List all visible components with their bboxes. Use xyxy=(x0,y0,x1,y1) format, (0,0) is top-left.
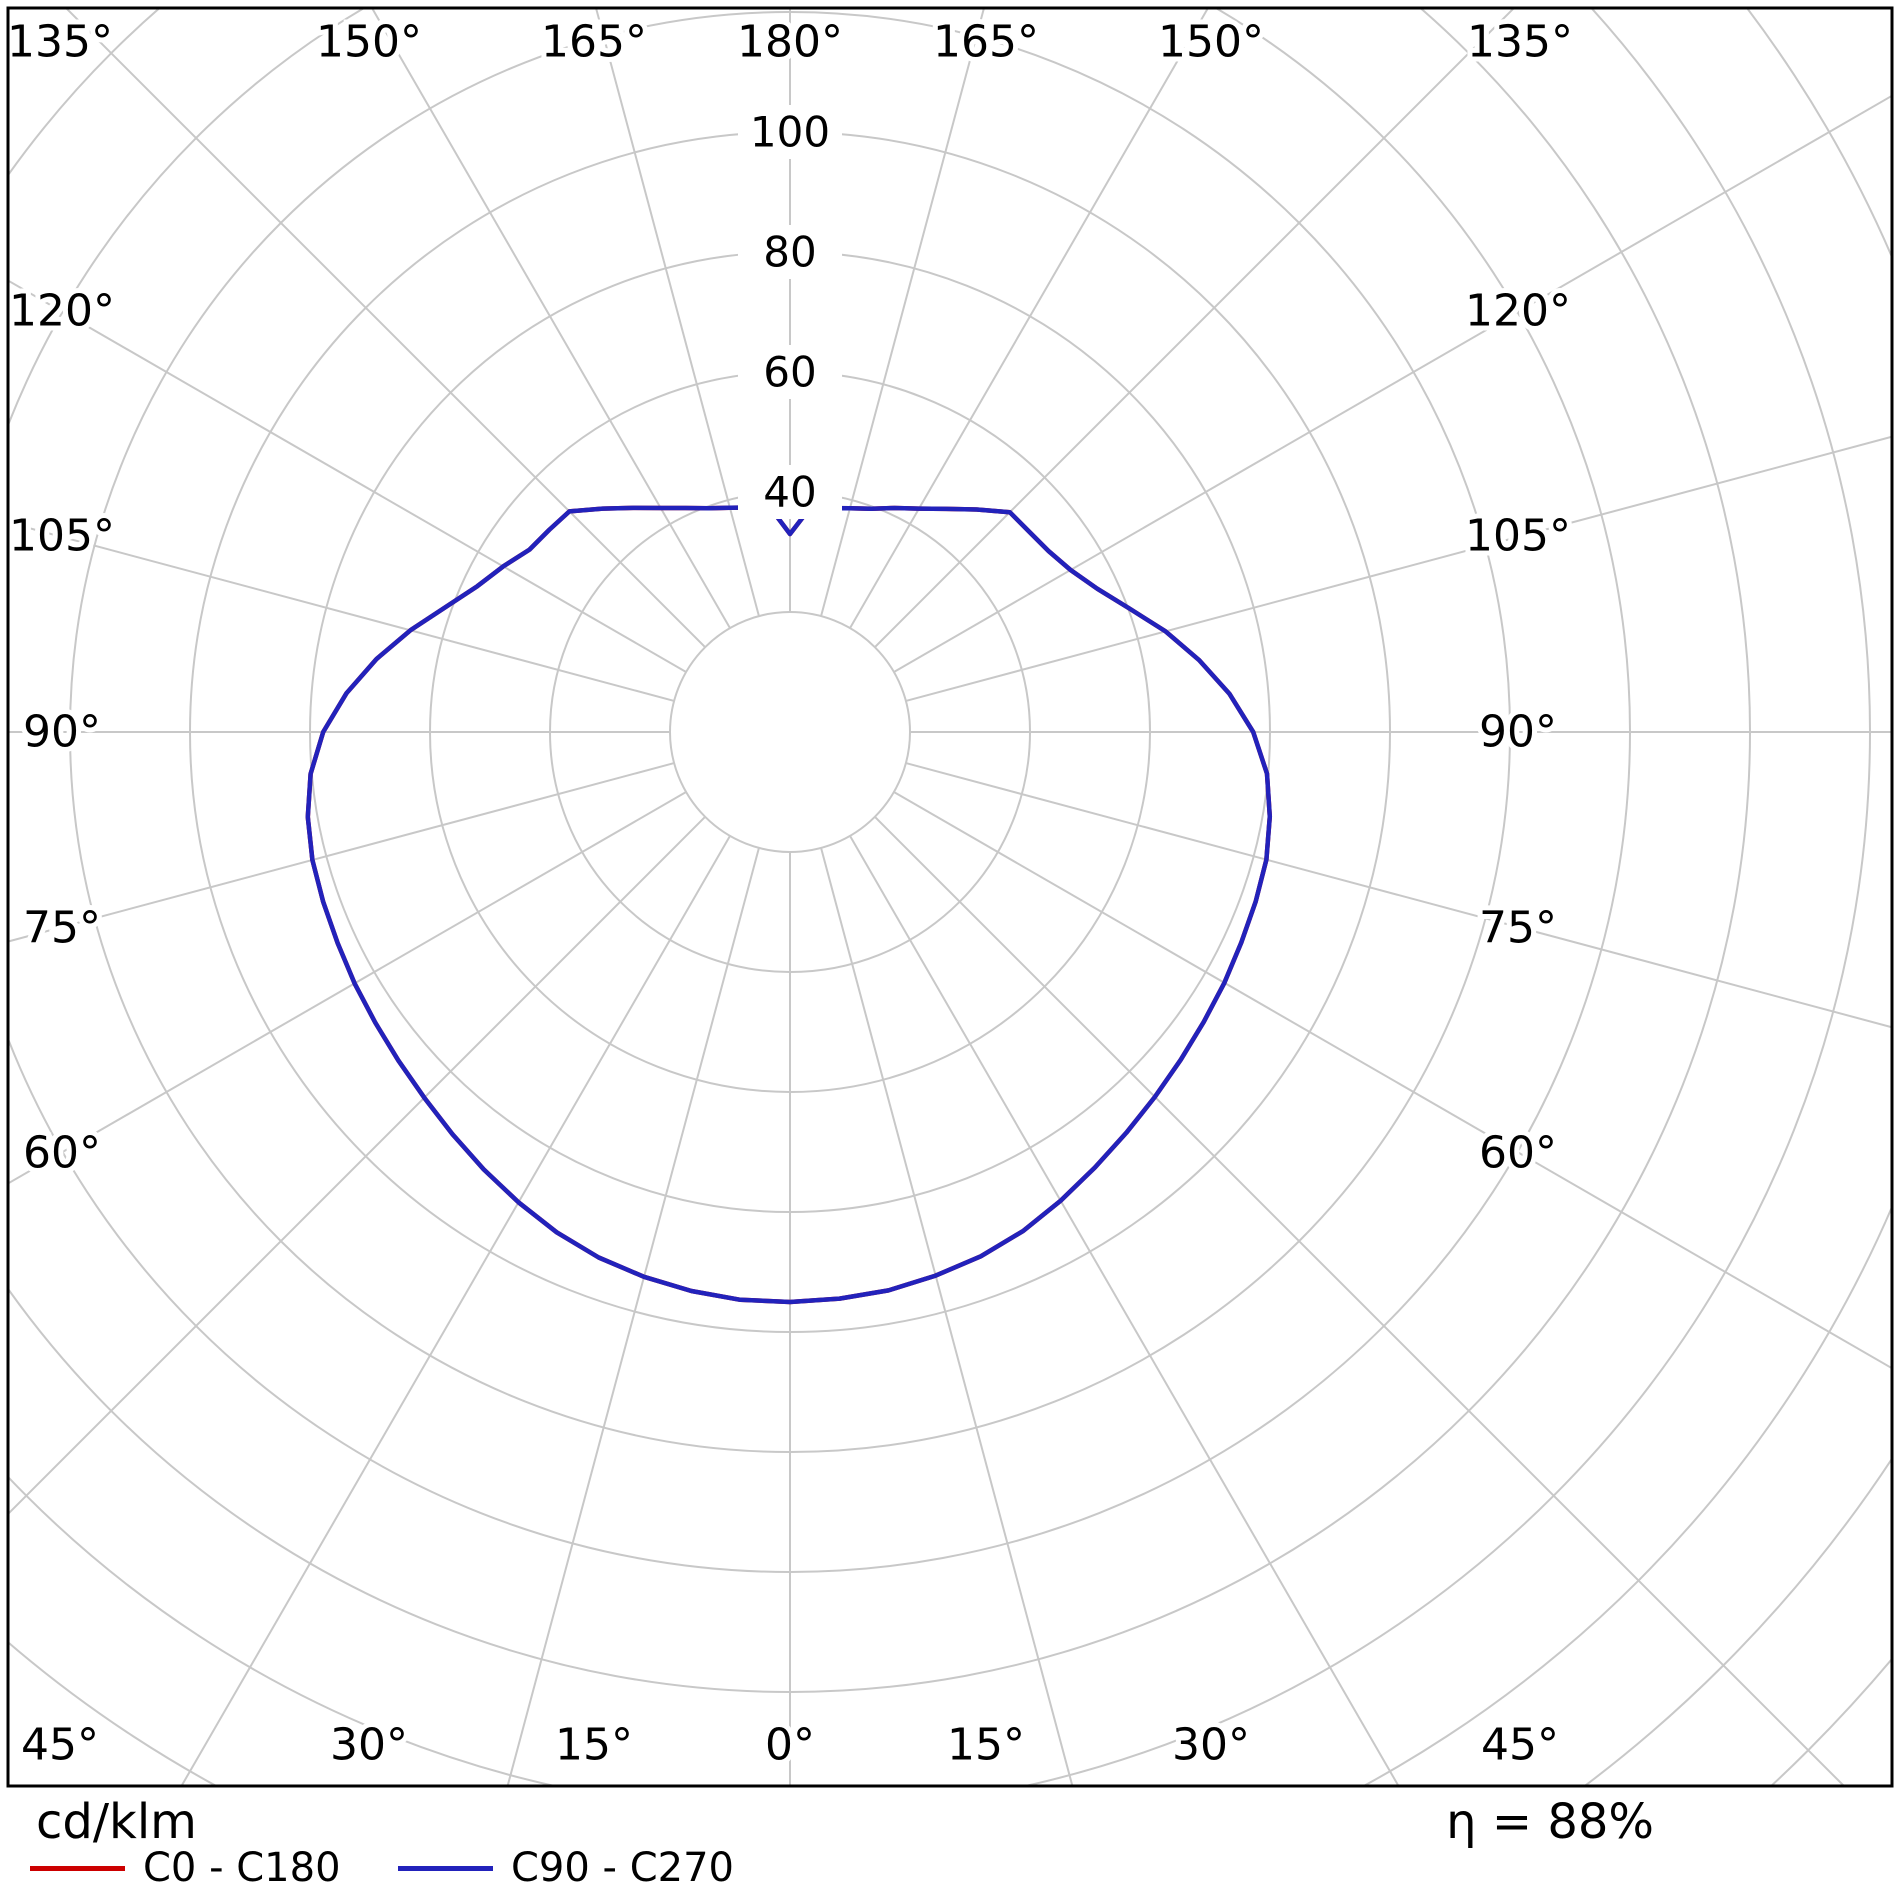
legend-item-c90-c270: C90 - C270 xyxy=(398,1845,734,1891)
radial-tick-label: 60 xyxy=(763,348,816,397)
grid-spoke xyxy=(820,847,1074,1786)
grid-spoke xyxy=(849,8,1210,629)
angle-label: 135° xyxy=(1467,17,1573,68)
plot-border xyxy=(6,6,1894,1788)
grid-spoke xyxy=(905,435,1892,702)
angle-label: 75° xyxy=(23,903,101,954)
grid-spoke xyxy=(820,8,986,617)
angle-labels: 135° 150° 165° 180° 165° 150° 135° 120° 105° 90° 7… xyxy=(2,12,1578,1776)
legend-line-blue xyxy=(398,1865,493,1871)
angle-label: 165° xyxy=(933,17,1039,68)
angle-label: 150° xyxy=(1158,17,1264,68)
radial-tick-label: 80 xyxy=(763,228,816,277)
angle-label: 165° xyxy=(541,17,647,68)
angle-label: 60° xyxy=(23,1128,101,1179)
angle-label: 15° xyxy=(555,1720,633,1771)
angle-label: 15° xyxy=(947,1720,1025,1771)
grid-spoke xyxy=(893,94,1892,673)
angle-label: 30° xyxy=(1172,1720,1250,1771)
radial-tick-backing xyxy=(738,465,842,519)
radial-tick-labels: 40 60 80 100 xyxy=(738,105,842,519)
angle-label: 90° xyxy=(23,707,101,758)
plot-background xyxy=(8,8,1892,1786)
angle-label: 45° xyxy=(1481,1720,1559,1771)
legend-item-c0-c180: C0 - C180 xyxy=(30,1845,341,1891)
angle-label: 135° xyxy=(7,17,113,68)
efficiency-label: η = 88% xyxy=(1446,1794,1654,1850)
grid-spoke xyxy=(594,8,760,617)
units-label: cd/klm xyxy=(36,1794,197,1850)
grid-spoke xyxy=(8,279,687,673)
angle-label: 0° xyxy=(765,1720,815,1771)
angle-label: 105° xyxy=(1465,511,1571,562)
grid-spoke xyxy=(8,791,687,1185)
grid-spoke xyxy=(8,521,675,702)
radial-tick-label: 40 xyxy=(763,468,816,517)
curve-c90-c270 xyxy=(305,505,1273,1305)
angle-label: 180° xyxy=(737,17,843,68)
grid-spoke xyxy=(874,816,1846,1786)
radial-tick-backing xyxy=(738,105,842,159)
angle-label: 75° xyxy=(1479,903,1557,954)
angle-label: 90° xyxy=(1479,707,1557,758)
grid-spoke xyxy=(64,8,706,648)
angle-label: 120° xyxy=(1465,286,1571,337)
grid-spoke xyxy=(370,8,731,629)
grid-spoke xyxy=(849,835,1400,1786)
angle-label: 30° xyxy=(330,1720,408,1771)
legend-line-red xyxy=(30,1865,125,1871)
grid-spoke xyxy=(905,762,1892,1029)
grid-spoke xyxy=(8,762,675,943)
grid-spoke xyxy=(874,8,1516,648)
angle-label: 150° xyxy=(316,17,422,68)
angle-label: 45° xyxy=(21,1720,99,1771)
grid-spoke xyxy=(506,847,760,1786)
angle-label: 60° xyxy=(1479,1128,1557,1179)
radial-tick-backing xyxy=(738,345,842,399)
grid-spoke xyxy=(180,835,731,1786)
grid-spoke xyxy=(893,791,1892,1370)
legend-label-c0-c180: C0 - C180 xyxy=(143,1845,341,1891)
angle-label: 120° xyxy=(9,286,115,337)
angle-label: 105° xyxy=(9,511,115,562)
radial-tick-backing xyxy=(738,225,842,279)
legend-label-c90-c270: C90 - C270 xyxy=(511,1845,734,1891)
grid-spoke xyxy=(8,816,706,1516)
legend: C0 - C180 C90 - C270 xyxy=(0,1845,1900,1896)
radial-tick-label: 100 xyxy=(750,108,830,157)
